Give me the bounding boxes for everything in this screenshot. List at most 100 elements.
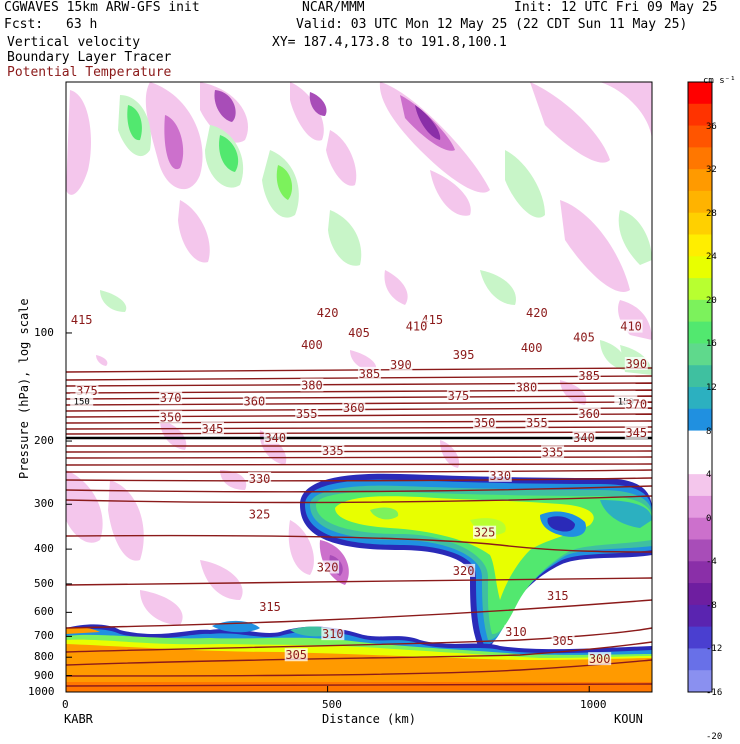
- theta-label-bg: [546, 588, 570, 602]
- theta-label-bg: [389, 358, 413, 372]
- theta-label-380: 380: [516, 381, 538, 395]
- colorbar-segment: [688, 321, 712, 344]
- valid-time: Valid: 03 UTC Mon 12 May 25 (22 CDT Sun …: [296, 17, 688, 32]
- colorbar-label: 28: [706, 208, 717, 219]
- theta-label-bg: [452, 563, 476, 577]
- theta-label-bg: [624, 397, 648, 411]
- theta-label-bg: [572, 430, 596, 444]
- colorbar-segment: [688, 626, 712, 649]
- colorbar-segment: [688, 452, 712, 475]
- colorbar-segment: [688, 103, 712, 127]
- theta-label-420: 420: [526, 306, 548, 320]
- colorbar-segment: [688, 125, 712, 148]
- field-boundary-layer-tracer: Boundary Layer Tracer: [7, 50, 172, 65]
- colorbar-label: 32: [706, 165, 717, 176]
- colorbar-segment: [688, 408, 712, 432]
- theta-label-390: 390: [625, 357, 647, 371]
- colorbar-segment: [688, 343, 712, 366]
- field-vertical-velocity: Vertical velocity: [7, 35, 141, 50]
- colorbar-label: -8: [706, 600, 717, 611]
- colorbar-label: 0: [706, 513, 712, 524]
- theta-label-bg: [300, 337, 324, 351]
- theta-label-315: 315: [259, 600, 281, 614]
- y-tick-600: 600: [34, 605, 54, 619]
- theta-label-415: 415: [71, 313, 93, 327]
- colorbar-segment: [688, 212, 712, 235]
- theta-label-bg: [504, 624, 528, 638]
- y-tick-500: 500: [34, 576, 54, 590]
- theta-label-395: 395: [453, 348, 475, 362]
- x-tick-0: 0: [62, 698, 69, 711]
- theta-label-400: 400: [301, 338, 323, 352]
- colorbar-label: 8: [706, 426, 712, 437]
- theta-label-bg: [357, 366, 381, 380]
- org-label: NCAR/MMM: [302, 0, 365, 15]
- theta-label-bg: [159, 410, 183, 424]
- theta-label-325: 325: [474, 526, 496, 540]
- colorbar-segment: [688, 474, 712, 497]
- theta-label-bg: [588, 652, 612, 666]
- y-tick-400: 400: [34, 542, 54, 556]
- theta-label-bg: [577, 369, 601, 383]
- colorbar-segment: [688, 365, 712, 388]
- theta-label-bg: [263, 430, 287, 444]
- theta-label-bg: [342, 401, 366, 415]
- colorbar-segment: [688, 517, 712, 540]
- plot-frame: [65, 81, 653, 693]
- theta-label-380: 380: [301, 378, 323, 392]
- theta-label-bg: [159, 391, 183, 405]
- theta-label-315: 315: [547, 589, 569, 603]
- colorbar-segment: [688, 299, 712, 323]
- colorbar-segment: [688, 648, 712, 671]
- colorbar-label: -4: [706, 557, 717, 568]
- theta-label-345: 345: [625, 426, 647, 440]
- theta-label-bg: [619, 319, 643, 333]
- colorbar-segment: [688, 539, 712, 562]
- theta-label-bg: [284, 648, 308, 662]
- theta-label-bg: [624, 426, 648, 440]
- theta-label-410: 410: [406, 320, 428, 334]
- theta-label-340: 340: [264, 431, 286, 445]
- colorbar-label: -12: [706, 644, 723, 655]
- y-tick-300: 300: [34, 497, 54, 511]
- y-tick-1000: 1000: [28, 685, 55, 698]
- right-station-label: KOUN: [614, 712, 643, 726]
- y-tick-900: 900: [34, 668, 54, 682]
- theta-label-bg: [525, 415, 549, 429]
- init-time: Init: 12 UTC Fri 09 May 25: [514, 0, 718, 15]
- x-tick-500: 500: [322, 698, 342, 711]
- colorbar-segment: [688, 670, 712, 693]
- theta-label-310: 310: [505, 625, 527, 639]
- theta-label-bg: [258, 600, 282, 614]
- theta-label-bg: [514, 380, 538, 394]
- theta-label-305: 305: [285, 648, 307, 662]
- xy-coordinates: XY= 187.4,173.8 to 191.8,100.1: [272, 35, 507, 50]
- colorbar-label: 20: [706, 295, 717, 306]
- colorbar-segment: [688, 278, 712, 301]
- theta-label-350: 350: [160, 411, 182, 425]
- theta-label-bg: [473, 415, 497, 429]
- theta-label-355: 355: [526, 416, 548, 430]
- theta-label-150: 150: [74, 397, 90, 407]
- colorbar-segment: [688, 169, 712, 192]
- theta-label-320: 320: [453, 564, 475, 578]
- theta-label-335: 335: [322, 444, 344, 458]
- colorbar-segment: [688, 256, 712, 279]
- theta-label-bg: [316, 560, 340, 574]
- theta-label-385: 385: [578, 369, 600, 383]
- theta-label-405: 405: [573, 331, 595, 345]
- colorbar-units: cm s⁻¹: [703, 76, 736, 86]
- colorbar-segment: [688, 147, 712, 170]
- theta-label-bg: [551, 633, 575, 647]
- x-axis-label: Distance (km): [322, 712, 416, 726]
- theta-label-bg: [473, 525, 497, 539]
- theta-label-405: 405: [348, 326, 370, 340]
- y-tick-200: 200: [34, 434, 54, 448]
- boundary-layer-tracer-plume: [300, 473, 652, 650]
- y-tick-800: 800: [34, 650, 54, 664]
- theta-label-330: 330: [249, 472, 271, 486]
- theta-label-375: 375: [448, 389, 470, 403]
- theta-label-400: 400: [521, 341, 543, 355]
